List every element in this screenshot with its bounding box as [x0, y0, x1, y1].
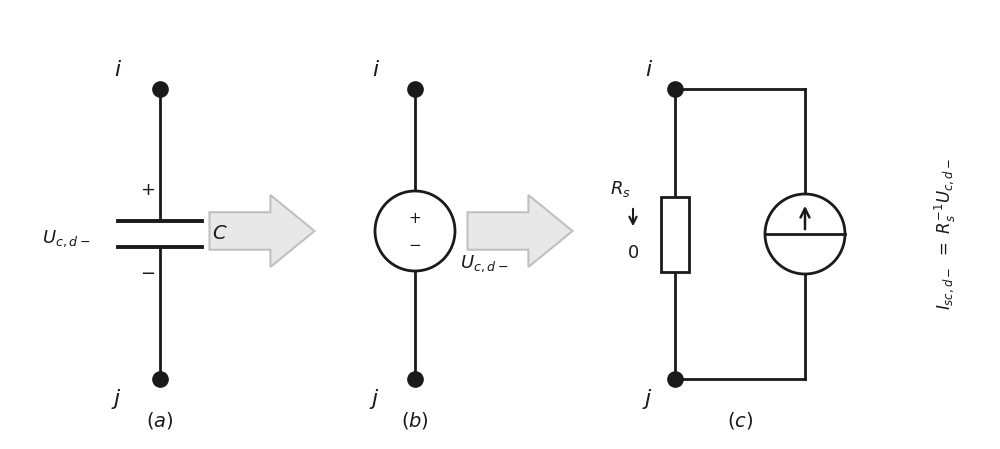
Text: $i$: $i$ [114, 59, 122, 81]
Polygon shape [210, 195, 314, 267]
Bar [661, 197, 689, 272]
Text: $(c)$: $(c)$ [727, 410, 753, 431]
Text: $j$: $j$ [642, 387, 653, 411]
Text: $R_s$: $R_s$ [610, 179, 630, 199]
Text: $U_{c,d-}$: $U_{c,d-}$ [460, 253, 508, 273]
Circle shape [765, 194, 845, 274]
Text: $0$: $0$ [627, 244, 639, 262]
Polygon shape [468, 195, 572, 267]
Text: $(a)$: $(a)$ [146, 410, 174, 431]
Text: $i$: $i$ [372, 59, 380, 81]
Text: $U_{c,d-}$: $U_{c,d-}$ [42, 229, 90, 249]
Circle shape [375, 191, 455, 271]
Text: $-$: $-$ [140, 263, 156, 281]
Text: $i$: $i$ [645, 59, 653, 81]
Text: $-$: $-$ [408, 235, 422, 251]
Text: $(b)$: $(b)$ [401, 410, 429, 431]
Text: $+$: $+$ [408, 211, 422, 226]
Text: $I_{sc,d-}\ =\ R_s^{-1}U_{c,d-}$: $I_{sc,d-}\ =\ R_s^{-1}U_{c,d-}$ [932, 158, 958, 310]
Text: $C$: $C$ [212, 225, 228, 243]
Text: $+$: $+$ [140, 181, 156, 199]
Text: $j$: $j$ [111, 387, 122, 411]
Text: $j$: $j$ [369, 387, 380, 411]
